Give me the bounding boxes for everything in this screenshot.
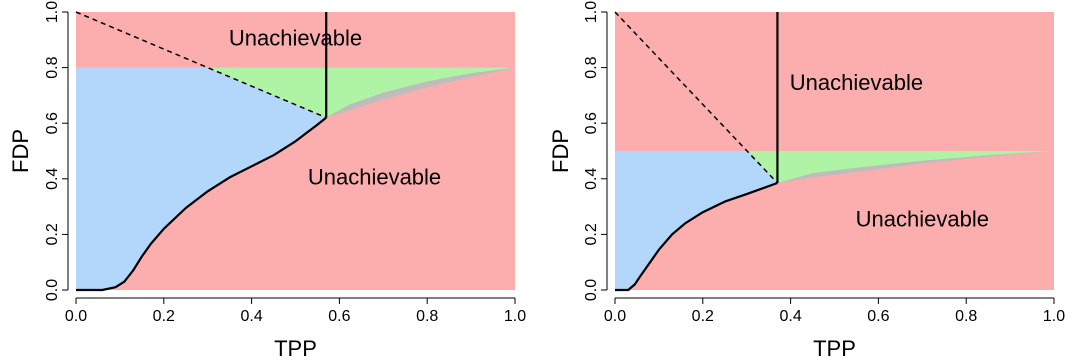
y-tick-label: 1.0 [583,1,600,23]
y-axis-label: FDP [548,129,573,173]
dashed-line [75,11,327,119]
region-label-unachievable: Unachievable [790,70,923,95]
chart-panel-right: Unachievable Unachievable 0.0 0.2 0.4 0.6 0.8 1… [548,1,1065,361]
x-tick-label: 0.6 [867,308,889,325]
region-label-unachievable: Unachievable [229,26,362,51]
boundary-curve [615,181,778,292]
x-tick-label: 0.8 [416,308,438,325]
achievable-region-green [747,151,1054,183]
region-label-unachievable: Unachievable [308,165,441,190]
y-tick-label: 0.2 [44,223,61,245]
boundary-curve [76,116,327,292]
dashed-line [614,11,778,184]
y-tick-label: 0.4 [583,168,600,190]
y-tick-label: 0.8 [44,56,61,78]
y-tick-label: 0.6 [583,112,600,134]
x-tick-label: 0.2 [153,308,175,325]
x-tick-label: 0.4 [240,308,262,325]
x-tick-label: 1.0 [1043,308,1065,325]
x-axis-label: TPP [813,336,856,361]
y-tick-label: 1.0 [44,1,61,23]
x-tick-label: 1.0 [504,308,526,325]
x-tick-label: 0.8 [955,308,977,325]
y-tick-label: 0.0 [44,279,61,301]
y-tick-label: 0.2 [583,223,600,245]
region-label-unachievable: Unachievable [856,206,989,231]
x-axis-label: TPP [274,336,317,361]
chart-panel-left: Unachievable Unachievable 0.0 0.2 0.4 0.6 0.8 1… [8,1,526,361]
y-tick-label: 0.0 [583,279,600,301]
achievable-region-blue [76,67,327,290]
y-tick-label: 0.8 [583,56,600,78]
x-tick-label: 0.6 [328,308,350,325]
x-tick-label: 0.0 [604,308,626,325]
y-axis-label: FDP [8,129,33,173]
achievable-region-blue [615,151,778,290]
x-tick-label: 0.4 [779,308,801,325]
y-tick-label: 0.6 [44,112,61,134]
achievable-region-green [207,67,515,118]
x-tick-label: 0.0 [65,308,87,325]
y-tick-label: 0.4 [44,168,61,190]
x-tick-label: 0.2 [692,308,714,325]
